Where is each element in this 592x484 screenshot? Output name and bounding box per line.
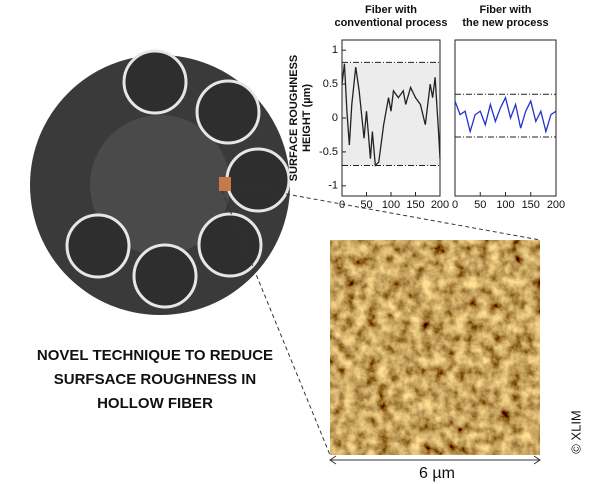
- x-tick-label: 0: [452, 199, 458, 211]
- y-axis-label-line: SURFACE ROUGHNESS: [288, 55, 300, 182]
- x-tick-label: 0: [339, 199, 345, 211]
- x-tick-label: 100: [382, 199, 400, 211]
- x-tick-label: 200: [431, 199, 449, 211]
- capillary: [197, 81, 259, 143]
- capillary: [124, 51, 186, 113]
- x-tick-label: 50: [360, 199, 372, 211]
- x-tick-label: 100: [496, 199, 514, 211]
- zoom-region: [219, 177, 231, 191]
- x-tick-label: 50: [474, 199, 486, 211]
- credit: © XLIM: [568, 410, 583, 454]
- x-tick-label: 200: [547, 199, 565, 211]
- figure: 6 µm © XLIM NOVEL TECHNIQUE TO REDUCE SU…: [0, 0, 592, 484]
- chart-title: Fiber with: [480, 4, 532, 16]
- y-tick-label: 0.5: [323, 78, 338, 90]
- scale-label: 6 µm: [419, 465, 455, 482]
- y-axis-label-line: HEIGHT (µm): [301, 84, 313, 152]
- chart-title: the new process: [462, 17, 548, 29]
- y-tick-label: -1: [328, 180, 338, 192]
- chart-title: conventional process: [334, 17, 447, 29]
- y-tick-label: 0: [332, 112, 338, 124]
- capillary: [67, 215, 129, 277]
- y-tick-label: 1: [332, 44, 338, 56]
- scale-bar: [330, 456, 540, 464]
- capillary: [134, 245, 196, 307]
- headline-line: SURFSACE ROUGHNESS IN: [54, 371, 257, 388]
- sem-image: [30, 51, 290, 315]
- chart-title: Fiber with: [365, 4, 417, 16]
- capillary: [199, 214, 261, 276]
- headline-line: NOVEL TECHNIQUE TO REDUCE: [37, 347, 273, 364]
- data-line: [455, 98, 556, 132]
- plot-frame: [455, 40, 556, 196]
- headline-line: HOLLOW FIBER: [97, 395, 213, 412]
- x-tick-label: 150: [522, 199, 540, 211]
- headline: NOVEL TECHNIQUE TO REDUCE SURFSACE ROUGH…: [37, 347, 273, 412]
- afm-image: [330, 240, 540, 455]
- x-tick-label: 150: [406, 199, 424, 211]
- capillary: [227, 149, 289, 211]
- y-tick-label: -0.5: [319, 146, 338, 158]
